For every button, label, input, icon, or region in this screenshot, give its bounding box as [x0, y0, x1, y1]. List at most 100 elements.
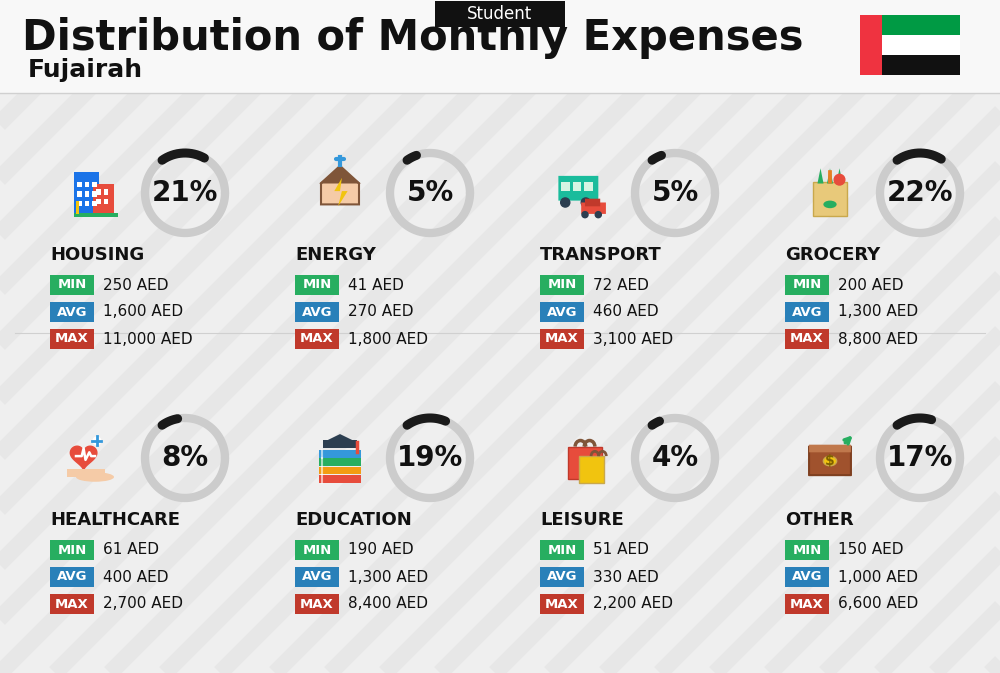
FancyBboxPatch shape: [785, 302, 829, 322]
Ellipse shape: [823, 456, 837, 466]
FancyBboxPatch shape: [860, 15, 882, 75]
Text: MIN: MIN: [792, 279, 822, 291]
FancyBboxPatch shape: [319, 475, 361, 483]
Text: 200 AED: 200 AED: [838, 277, 904, 293]
Text: AVG: AVG: [792, 306, 822, 318]
Circle shape: [582, 211, 588, 217]
FancyBboxPatch shape: [540, 329, 584, 349]
Text: MIN: MIN: [57, 544, 87, 557]
Text: 5%: 5%: [651, 179, 699, 207]
FancyBboxPatch shape: [809, 445, 851, 452]
Text: 8,800 AED: 8,800 AED: [838, 332, 918, 347]
FancyBboxPatch shape: [50, 540, 94, 560]
Text: 3,100 AED: 3,100 AED: [593, 332, 673, 347]
Text: HOUSING: HOUSING: [50, 246, 144, 264]
FancyBboxPatch shape: [540, 540, 584, 560]
Text: MIN: MIN: [302, 544, 332, 557]
Circle shape: [595, 211, 601, 217]
Text: AVG: AVG: [792, 571, 822, 583]
Text: MAX: MAX: [545, 598, 579, 610]
FancyBboxPatch shape: [813, 182, 847, 216]
FancyBboxPatch shape: [319, 450, 361, 458]
Text: LEISURE: LEISURE: [540, 511, 624, 529]
Text: MAX: MAX: [790, 332, 824, 345]
Text: 190 AED: 190 AED: [348, 542, 414, 557]
FancyBboxPatch shape: [50, 302, 94, 322]
FancyBboxPatch shape: [295, 594, 339, 614]
Polygon shape: [817, 168, 824, 184]
Polygon shape: [319, 164, 361, 184]
FancyBboxPatch shape: [584, 182, 593, 191]
Text: TRANSPORT: TRANSPORT: [540, 246, 662, 264]
Text: AVG: AVG: [547, 306, 577, 318]
Text: HEALTHCARE: HEALTHCARE: [50, 511, 180, 529]
Text: MIN: MIN: [792, 544, 822, 557]
FancyBboxPatch shape: [585, 199, 600, 207]
Text: 150 AED: 150 AED: [838, 542, 904, 557]
Polygon shape: [321, 168, 359, 205]
Text: 17%: 17%: [887, 444, 953, 472]
FancyBboxPatch shape: [295, 540, 339, 560]
Text: 250 AED: 250 AED: [103, 277, 168, 293]
Text: GROCERY: GROCERY: [785, 246, 880, 264]
FancyBboxPatch shape: [828, 170, 832, 184]
Text: Distribution of Monthly Expenses: Distribution of Monthly Expenses: [22, 17, 804, 59]
Text: 460 AED: 460 AED: [593, 304, 659, 320]
FancyBboxPatch shape: [50, 594, 94, 614]
FancyBboxPatch shape: [92, 201, 97, 207]
Text: MAX: MAX: [300, 598, 334, 610]
Text: AVG: AVG: [547, 571, 577, 583]
Text: MAX: MAX: [790, 598, 824, 610]
FancyBboxPatch shape: [77, 201, 82, 207]
Text: 22%: 22%: [887, 179, 953, 207]
Text: 1,800 AED: 1,800 AED: [348, 332, 428, 347]
Polygon shape: [836, 168, 843, 184]
FancyBboxPatch shape: [882, 15, 960, 35]
FancyBboxPatch shape: [568, 447, 602, 479]
FancyBboxPatch shape: [785, 567, 829, 587]
Text: MAX: MAX: [300, 332, 334, 345]
Text: AVG: AVG: [302, 571, 332, 583]
Text: ENERGY: ENERGY: [295, 246, 376, 264]
Text: $: $: [825, 454, 835, 468]
Text: 1,300 AED: 1,300 AED: [348, 569, 428, 584]
Text: 21%: 21%: [152, 179, 218, 207]
FancyBboxPatch shape: [93, 184, 114, 214]
FancyBboxPatch shape: [581, 203, 606, 214]
Text: AVG: AVG: [302, 306, 332, 318]
FancyBboxPatch shape: [785, 540, 829, 560]
FancyBboxPatch shape: [435, 1, 565, 27]
Text: 400 AED: 400 AED: [103, 569, 168, 584]
Text: AVG: AVG: [57, 306, 87, 318]
FancyBboxPatch shape: [295, 329, 339, 349]
FancyBboxPatch shape: [295, 275, 339, 295]
FancyBboxPatch shape: [540, 594, 584, 614]
Text: 8%: 8%: [161, 444, 209, 472]
Text: Fujairah: Fujairah: [28, 58, 143, 82]
FancyBboxPatch shape: [96, 189, 101, 195]
FancyBboxPatch shape: [104, 199, 108, 205]
FancyBboxPatch shape: [319, 458, 361, 466]
FancyBboxPatch shape: [558, 176, 598, 201]
Text: MIN: MIN: [302, 279, 332, 291]
Text: 6,600 AED: 6,600 AED: [838, 596, 918, 612]
FancyBboxPatch shape: [85, 182, 89, 187]
FancyBboxPatch shape: [104, 189, 108, 195]
Polygon shape: [323, 434, 357, 448]
Polygon shape: [70, 446, 97, 470]
Text: 41 AED: 41 AED: [348, 277, 404, 293]
FancyBboxPatch shape: [0, 0, 1000, 93]
Circle shape: [92, 436, 101, 446]
FancyBboxPatch shape: [540, 302, 584, 322]
FancyBboxPatch shape: [77, 182, 82, 187]
FancyBboxPatch shape: [92, 191, 97, 197]
FancyBboxPatch shape: [882, 35, 960, 55]
Text: 270 AED: 270 AED: [348, 304, 414, 320]
Text: MIN: MIN: [57, 279, 87, 291]
FancyBboxPatch shape: [319, 467, 361, 474]
Polygon shape: [334, 178, 348, 207]
Text: MAX: MAX: [545, 332, 579, 345]
Text: 51 AED: 51 AED: [593, 542, 649, 557]
FancyBboxPatch shape: [50, 275, 94, 295]
Text: 1,300 AED: 1,300 AED: [838, 304, 918, 320]
